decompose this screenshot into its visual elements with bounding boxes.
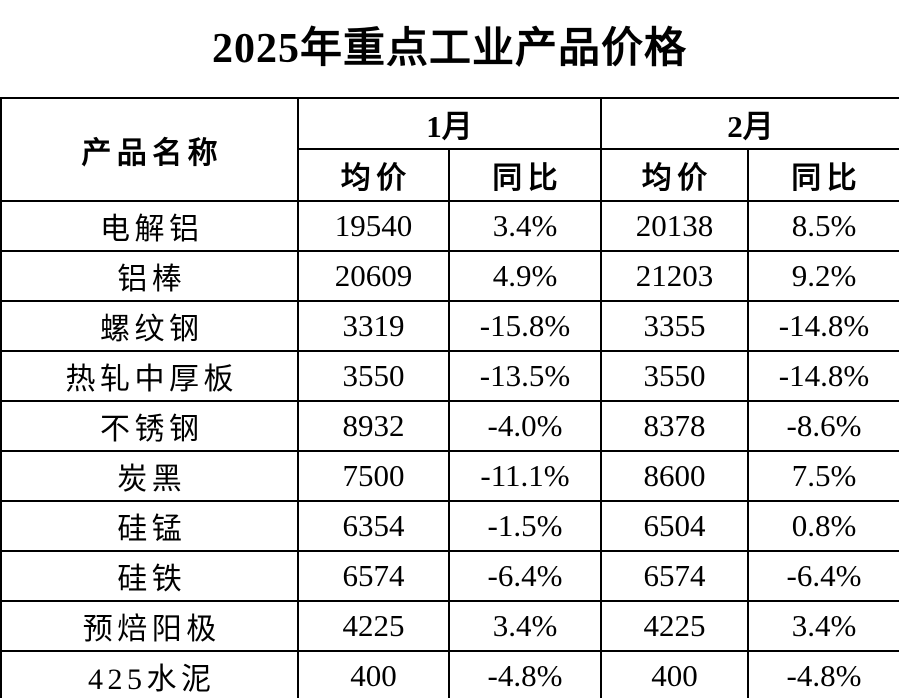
jan-avg-cell: 4225 xyxy=(297,600,450,652)
table-row: 电解铝 19540 3.4% 20138 8.5% xyxy=(0,200,899,252)
table-row: 热轧中厚板 3550 -13.5% 3550 -14.8% xyxy=(0,350,899,402)
feb-yoy-cell: 0.8% xyxy=(747,500,899,552)
table-row: 硅锰 6354 -1.5% 6504 0.8% xyxy=(0,500,899,552)
jan-yoy-cell: -15.8% xyxy=(448,300,602,352)
feb-avg-cell: 20138 xyxy=(600,200,749,252)
feb-avg-cell: 8378 xyxy=(600,400,749,452)
table-row: 不锈钢 8932 -4.0% 8378 -8.6% xyxy=(0,400,899,452)
feb-yoy-cell: -4.8% xyxy=(747,650,899,698)
jan-avg-cell: 3550 xyxy=(297,350,450,402)
table-row: 螺纹钢 3319 -15.8% 3355 -14.8% xyxy=(0,300,899,352)
jan-avg-cell: 19540 xyxy=(297,200,450,252)
feb-avg-cell: 400 xyxy=(600,650,749,698)
feb-yoy-cell: 8.5% xyxy=(747,200,899,252)
product-name-cell: 热轧中厚板 xyxy=(0,350,299,402)
jan-yoy-cell: 3.4% xyxy=(448,600,602,652)
month-header-feb: 2月 xyxy=(600,97,899,150)
jan-avg-cell: 6354 xyxy=(297,500,450,552)
feb-avg-cell: 4225 xyxy=(600,600,749,652)
jan-avg-cell: 3319 xyxy=(297,300,450,352)
table-row: 炭黑 7500 -11.1% 8600 7.5% xyxy=(0,450,899,502)
feb-avg-header-cell: 均价 xyxy=(600,148,749,202)
table-row: 预焙阳极 4225 3.4% 4225 3.4% xyxy=(0,600,899,652)
feb-yoy-cell: 3.4% xyxy=(747,600,899,652)
feb-yoy-cell: -8.6% xyxy=(747,400,899,452)
feb-avg-cell: 6574 xyxy=(600,550,749,602)
feb-yoy-cell: 9.2% xyxy=(747,250,899,302)
product-name-cell: 电解铝 xyxy=(0,200,299,252)
table-row: 425水泥 400 -4.8% 400 -4.8% xyxy=(0,650,899,698)
jan-avg-cell: 20609 xyxy=(297,250,450,302)
jan-yoy-cell: -4.0% xyxy=(448,400,602,452)
feb-avg-cell: 21203 xyxy=(600,250,749,302)
feb-yoy-cell: -14.8% xyxy=(747,300,899,352)
product-name-cell: 硅锰 xyxy=(0,500,299,552)
feb-avg-cell: 8600 xyxy=(600,450,749,502)
jan-avg-cell: 8932 xyxy=(297,400,450,452)
header-row-subheaders: 均价 同比 均价 同比 xyxy=(1,148,899,202)
product-name-cell: 425水泥 xyxy=(0,650,299,698)
product-name-cell: 硅铁 xyxy=(0,550,299,602)
feb-avg-cell: 6504 xyxy=(600,500,749,552)
price-table: 产品名称 1月 2月 均价 同比 均价 同比 电解铝 19540 3.4% 20… xyxy=(0,97,899,698)
jan-avg-header-cell: 均价 xyxy=(297,148,450,202)
product-name-cell: 炭黑 xyxy=(0,450,299,502)
product-name-cell: 预焙阳极 xyxy=(0,600,299,652)
jan-avg-cell: 7500 xyxy=(297,450,450,502)
table-row: 硅铁 6574 -6.4% 6574 -6.4% xyxy=(0,550,899,602)
jan-avg-cell: 400 xyxy=(297,650,450,698)
jan-yoy-cell: -13.5% xyxy=(448,350,602,402)
jan-yoy-cell: -4.8% xyxy=(448,650,602,698)
product-name-cell: 不锈钢 xyxy=(0,400,299,452)
header-row-months: 产品名称 1月 2月 xyxy=(0,97,899,202)
jan-yoy-header-cell: 同比 xyxy=(448,148,602,202)
feb-yoy-cell: 7.5% xyxy=(747,450,899,502)
month-header-jan: 1月 xyxy=(297,97,602,150)
product-name-cell: 铝棒 xyxy=(0,250,299,302)
jan-avg-cell: 6574 xyxy=(297,550,450,602)
jan-yoy-cell: -6.4% xyxy=(448,550,602,602)
title-bar: 2025年重点工业产品价格 xyxy=(0,0,899,97)
feb-yoy-cell: -6.4% xyxy=(747,550,899,602)
page-title: 2025年重点工业产品价格 xyxy=(211,25,687,72)
feb-avg-cell: 3355 xyxy=(600,300,749,352)
product-name-header-cell: 产品名称 xyxy=(0,97,299,202)
jan-yoy-cell: 3.4% xyxy=(448,200,602,252)
feb-yoy-cell: -14.8% xyxy=(747,350,899,402)
feb-avg-cell: 3550 xyxy=(600,350,749,402)
table-row: 铝棒 20609 4.9% 21203 9.2% xyxy=(0,250,899,302)
jan-yoy-cell: -1.5% xyxy=(448,500,602,552)
jan-yoy-cell: 4.9% xyxy=(448,250,602,302)
jan-yoy-cell: -11.1% xyxy=(448,450,602,502)
feb-yoy-header-cell: 同比 xyxy=(747,148,899,202)
product-name-cell: 螺纹钢 xyxy=(0,300,299,352)
